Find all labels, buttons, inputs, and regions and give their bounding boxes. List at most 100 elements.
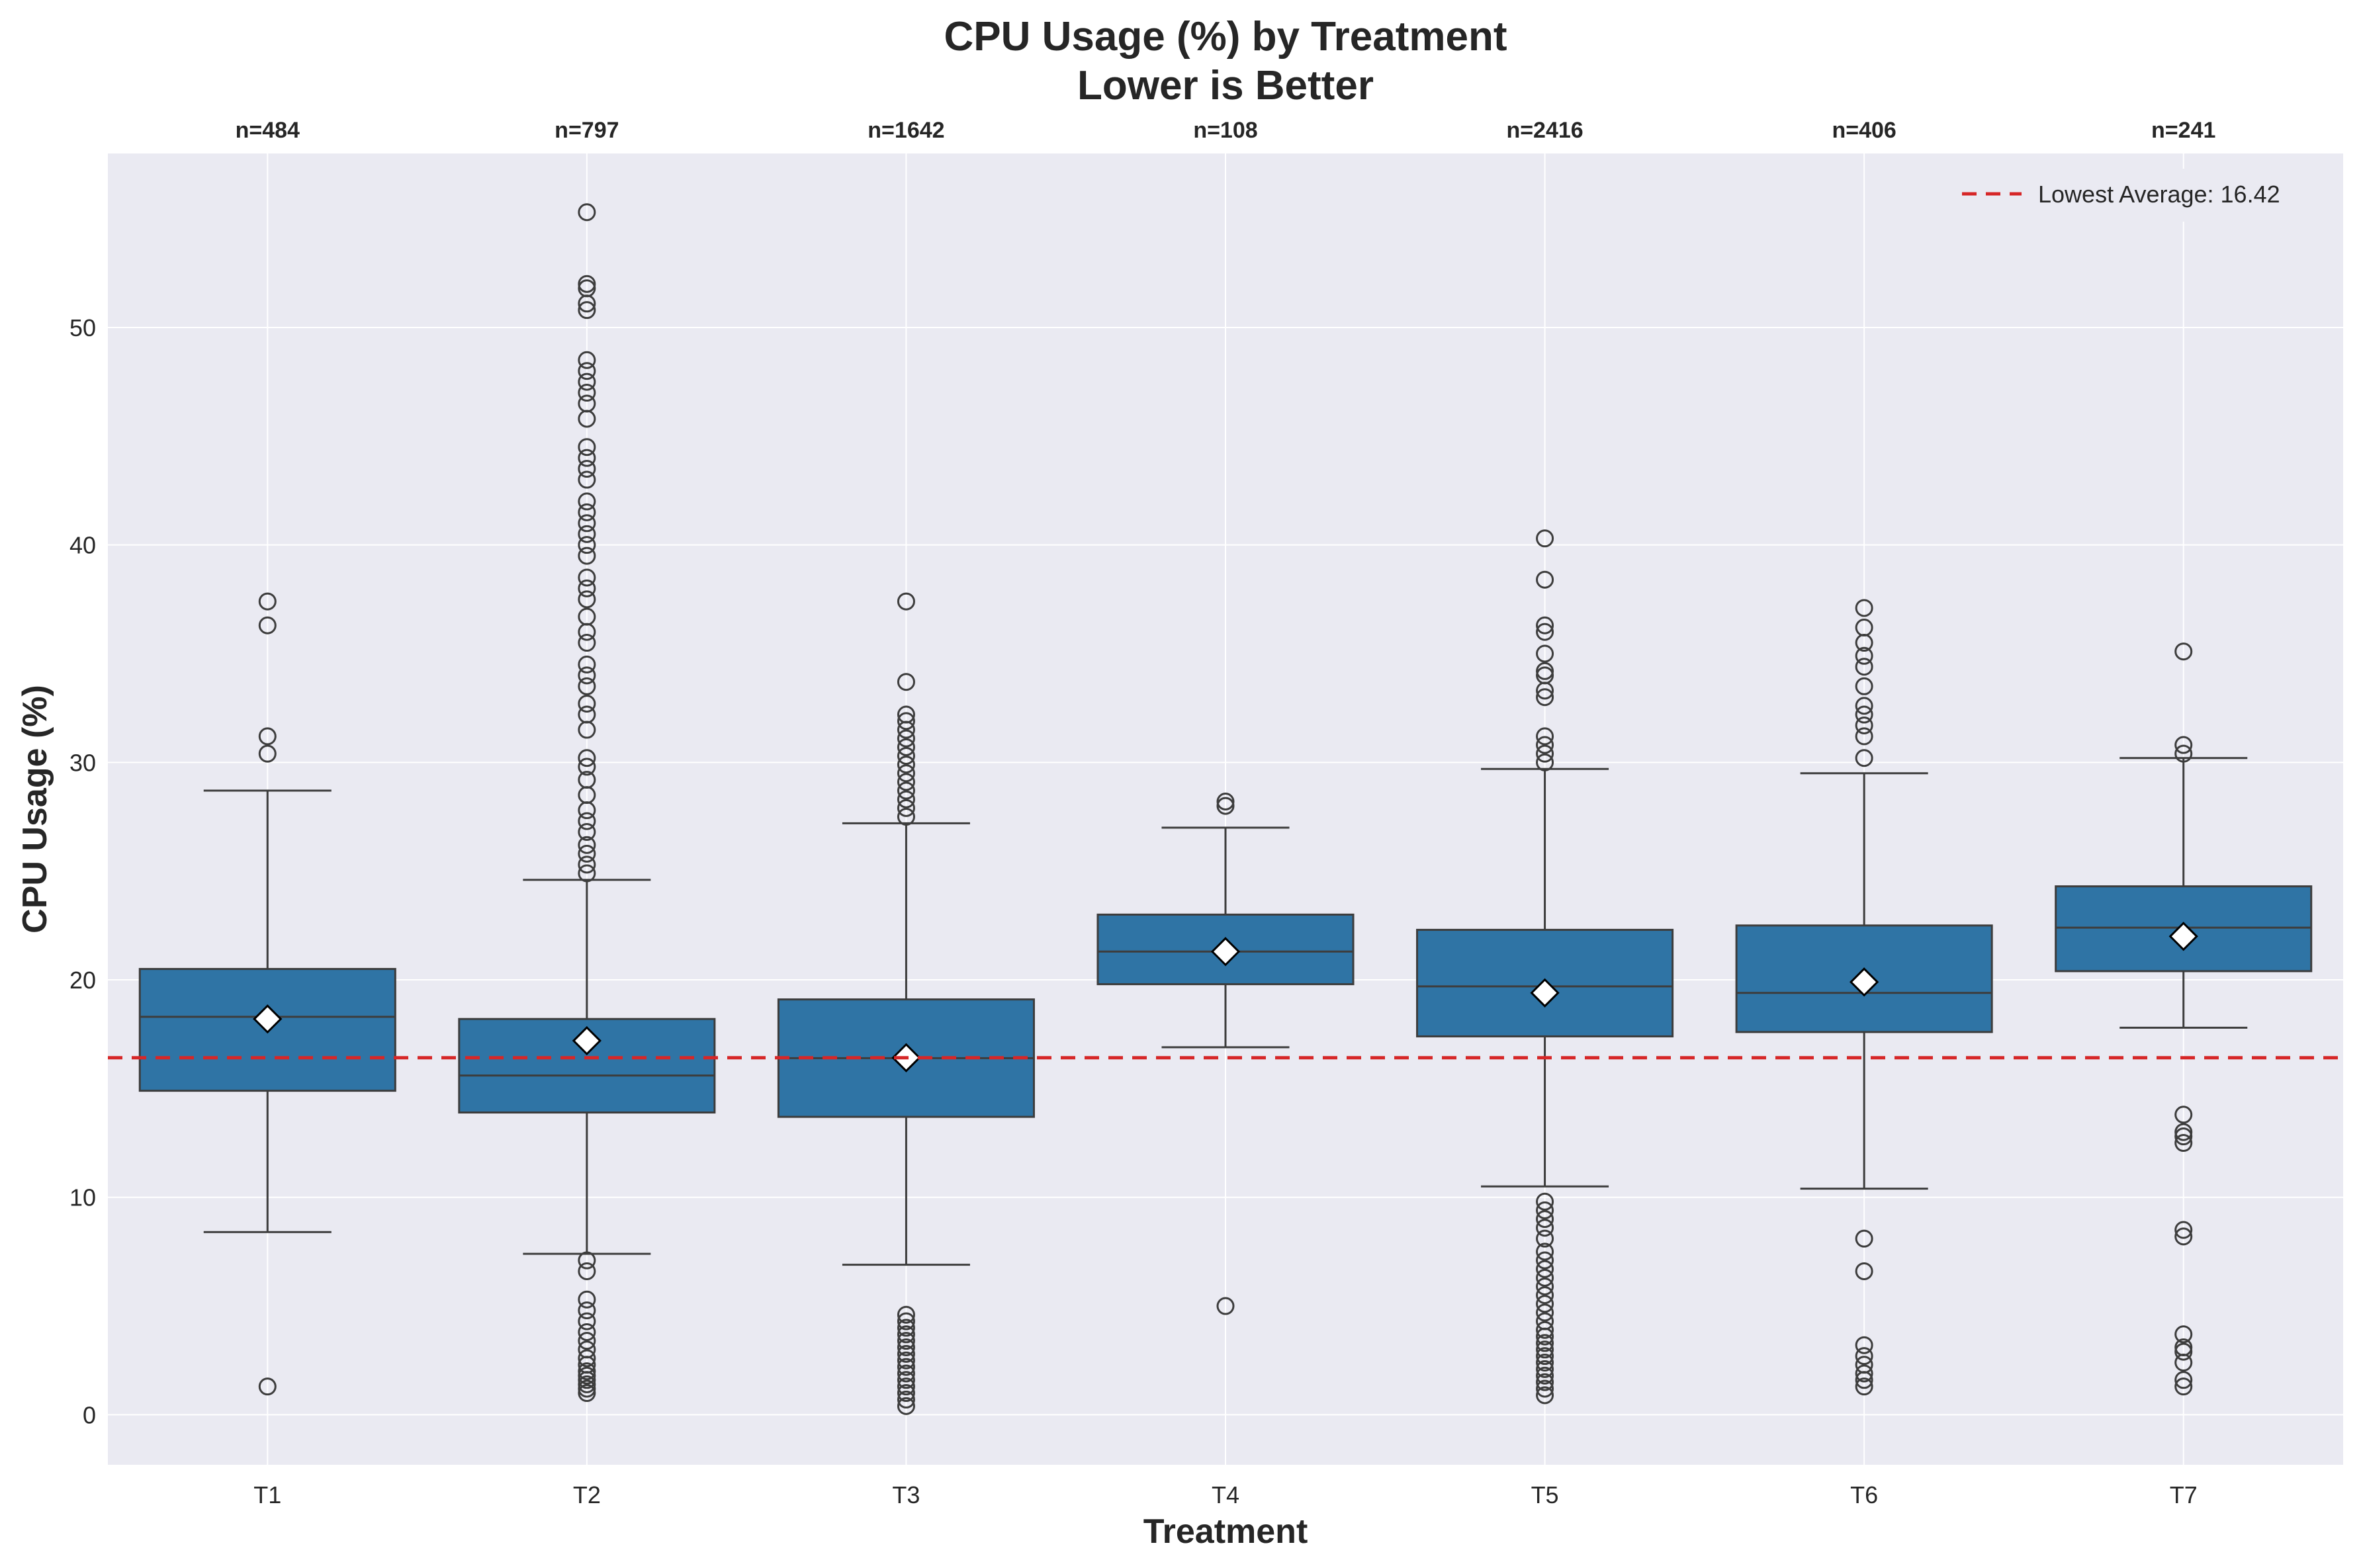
outlier-point bbox=[578, 677, 596, 695]
outlier-point bbox=[578, 384, 596, 402]
outlier-point bbox=[897, 1358, 915, 1376]
x-tick-label: T7 bbox=[2170, 1481, 2198, 1508]
outlier-point bbox=[578, 1362, 596, 1381]
count-label: n=797 bbox=[555, 118, 619, 143]
outlier-point bbox=[578, 1312, 596, 1330]
outlier-point bbox=[578, 1262, 596, 1280]
outlier-point bbox=[897, 673, 915, 691]
box-t5 bbox=[1416, 529, 1674, 1405]
outlier-point bbox=[1536, 1386, 1554, 1405]
outlier-point bbox=[897, 1338, 915, 1357]
outlier-point bbox=[578, 579, 596, 597]
outlier-point bbox=[578, 634, 596, 652]
outlier-point bbox=[1855, 599, 1873, 617]
y-tick-label: 20 bbox=[69, 967, 96, 994]
outlier-point bbox=[578, 1323, 596, 1341]
box-series bbox=[138, 203, 2313, 1415]
outlier-point bbox=[2174, 1227, 2193, 1246]
outlier-point bbox=[1536, 1366, 1554, 1385]
outlier-point bbox=[578, 275, 596, 293]
outlier-point bbox=[578, 607, 596, 626]
outlier-point bbox=[1855, 1356, 1873, 1374]
outlier-point bbox=[1216, 792, 1235, 810]
outlier-point bbox=[2174, 1325, 2193, 1344]
outlier-point bbox=[578, 279, 596, 298]
chart-title-line-1: CPU Usage (%) by Treatment bbox=[944, 14, 1507, 60]
outlier-point bbox=[578, 525, 596, 543]
outlier-point bbox=[578, 203, 596, 222]
outlier-point bbox=[578, 503, 596, 521]
outlier-point bbox=[1536, 623, 1554, 641]
outlier-point bbox=[1536, 1201, 1554, 1219]
y-tick-label: 50 bbox=[69, 314, 96, 341]
outlier-point bbox=[1536, 744, 1554, 763]
outlier-point bbox=[578, 372, 596, 391]
y-tick-labels: 0 10 20 30 40 50 bbox=[69, 314, 96, 1428]
count-labels: n=484 n=797 n=1642 n=108 n=2416 n=406 n=241 bbox=[236, 118, 2216, 143]
outlier-point bbox=[2174, 1221, 2193, 1239]
outlier-point bbox=[578, 568, 596, 587]
outlier-point bbox=[1536, 1373, 1554, 1391]
outlier-point bbox=[897, 1390, 915, 1409]
outlier-point bbox=[1536, 1229, 1554, 1248]
outlier-point bbox=[897, 1344, 915, 1363]
outlier-point bbox=[2174, 736, 2193, 754]
outlier-point bbox=[578, 514, 596, 533]
outlier-point bbox=[1536, 616, 1554, 634]
outlier-point bbox=[578, 1301, 596, 1320]
outlier-point bbox=[1216, 1297, 1235, 1315]
outlier-point bbox=[578, 1379, 596, 1398]
y-tick-label: 10 bbox=[69, 1184, 96, 1211]
outlier-point bbox=[578, 1375, 596, 1393]
outlier-point bbox=[1855, 658, 1873, 676]
outlier-point bbox=[1855, 619, 1873, 637]
outlier-point bbox=[1216, 797, 1235, 815]
outlier-point bbox=[1536, 1286, 1554, 1305]
outlier-point bbox=[1536, 1192, 1554, 1211]
outlier-point bbox=[578, 812, 596, 830]
mean-marker bbox=[1850, 967, 1879, 997]
outlier-point bbox=[1536, 1295, 1554, 1313]
mean-marker bbox=[572, 1025, 602, 1056]
outlier-point bbox=[1536, 1268, 1554, 1287]
outlier-point bbox=[897, 1364, 915, 1383]
outlier-point bbox=[1855, 677, 1873, 695]
box-t7 bbox=[2055, 642, 2313, 1396]
outlier-point bbox=[897, 738, 915, 756]
iqr-box bbox=[1416, 928, 1674, 1037]
outlier-point bbox=[578, 1332, 596, 1350]
outlier-point bbox=[897, 1305, 915, 1324]
outlier-point bbox=[1855, 697, 1873, 715]
mean-marker bbox=[253, 1004, 283, 1034]
outlier-point bbox=[2174, 1342, 2193, 1361]
outlier-point bbox=[897, 808, 915, 826]
outlier-point bbox=[1855, 1229, 1873, 1248]
outlier-point bbox=[1536, 727, 1554, 746]
outlier-point bbox=[578, 758, 596, 776]
box-t2 bbox=[458, 203, 716, 1403]
legend: Lowest Average: 16.42 bbox=[1945, 169, 2333, 222]
outlier-point bbox=[2174, 1134, 2193, 1153]
outlier-point bbox=[897, 773, 915, 791]
y-tick-label: 40 bbox=[69, 532, 96, 559]
outlier-point bbox=[1855, 716, 1873, 734]
outlier-point bbox=[897, 1384, 915, 1403]
outlier-point bbox=[1536, 662, 1554, 680]
outlier-point bbox=[1855, 1347, 1873, 1366]
x-tick-label: T4 bbox=[1212, 1481, 1239, 1508]
count-label: n=108 bbox=[1193, 118, 1257, 143]
outlier-point bbox=[897, 1332, 915, 1350]
outlier-point bbox=[578, 749, 596, 767]
outlier-point bbox=[897, 729, 915, 748]
outlier-point bbox=[1536, 666, 1554, 685]
outlier-point bbox=[578, 546, 596, 565]
outlier-point bbox=[258, 744, 277, 763]
outlier-point bbox=[578, 655, 596, 674]
outlier-point bbox=[1536, 1347, 1554, 1366]
outlier-point bbox=[578, 864, 596, 883]
outlier-point bbox=[1536, 1379, 1554, 1398]
outlier-point bbox=[1536, 1251, 1554, 1270]
y-tick-label: 0 bbox=[83, 1401, 96, 1428]
outlier-point bbox=[578, 771, 596, 789]
